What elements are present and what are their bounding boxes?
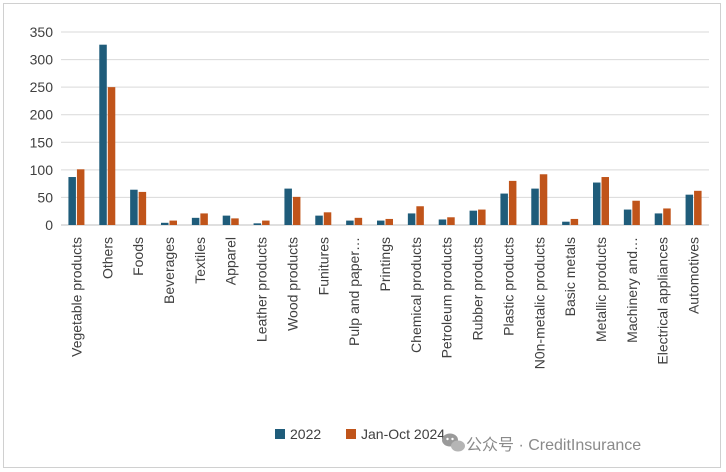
x-tick-label: Others [99, 237, 115, 279]
bar-2022 [130, 189, 138, 225]
x-tick-label: Leather products [254, 237, 270, 342]
x-tick-label: Foods [130, 237, 146, 276]
bar-jan-oct-2024 [107, 87, 116, 226]
bar-jan-oct-2024 [385, 218, 393, 225]
bar-jan-oct-2024 [262, 220, 270, 225]
legend-label-2022: 2022 [290, 426, 321, 442]
bar-chart: 0 50 100 150 200 250 300 350 Vegetable products… [30, 24, 709, 454]
bar-jan-oct-2024 [416, 206, 424, 225]
bars [68, 44, 702, 226]
bar-jan-oct-2024 [200, 213, 208, 225]
x-tick-label: Basic metals [562, 237, 578, 316]
bar-jan-oct-2024 [539, 174, 548, 225]
bar-2022 [161, 222, 169, 225]
bar-2022 [253, 223, 262, 225]
chart-frame: 0 50 100 150 200 250 300 350 Vegetable products… [3, 3, 721, 468]
gridlines [61, 31, 709, 226]
wechat-icon [442, 433, 465, 452]
watermark: 公众号 · CreditInsurance [442, 433, 641, 454]
bar-2022 [438, 219, 447, 225]
bar-jan-oct-2024 [292, 196, 301, 225]
y-tick-label: 50 [37, 189, 53, 205]
bar-jan-oct-2024 [323, 212, 332, 225]
watermark-text: 公众号 · CreditInsurance [466, 436, 641, 454]
bar-2022 [284, 188, 292, 225]
bar-2022 [623, 209, 632, 225]
y-tick-label: 200 [30, 107, 54, 123]
bar-2022 [377, 220, 385, 225]
bar-jan-oct-2024 [508, 180, 517, 225]
x-tick-label: Funitures [315, 237, 331, 295]
x-axis-ticks: Vegetable products Others Foods Beverages Te… [68, 237, 701, 369]
bar-jan-oct-2024 [663, 208, 671, 225]
bar-2022 [593, 182, 601, 225]
bar-2022 [315, 215, 323, 225]
bar-jan-oct-2024 [169, 220, 177, 225]
bar-jan-oct-2024 [694, 190, 702, 225]
x-tick-label: Electrical appliances [655, 237, 671, 365]
x-tick-label: Metallic products [593, 237, 609, 342]
bar-jan-oct-2024 [138, 191, 147, 225]
x-tick-label: N0n-metalic products [531, 237, 547, 369]
x-tick-label: Chemical products [408, 237, 424, 353]
bar-2022 [469, 210, 478, 225]
x-tick-label: Beverages [161, 237, 177, 304]
bar-2022 [407, 213, 416, 225]
x-tick-label: Pulp and paper… [346, 237, 362, 346]
y-tick-label: 250 [30, 79, 54, 95]
bar-2022 [531, 188, 539, 225]
x-tick-label: Rubber products [470, 237, 486, 341]
x-tick-label: Automotives [686, 237, 702, 314]
x-tick-label: Textiles [192, 237, 208, 284]
bar-jan-oct-2024 [570, 218, 579, 225]
bar-jan-oct-2024 [354, 217, 363, 225]
legend-swatch-2022 [275, 429, 285, 439]
legend: 2022 Jan-Oct 2024 [275, 426, 445, 442]
y-tick-label: 0 [45, 217, 53, 233]
y-tick-label: 100 [30, 162, 54, 178]
bar-jan-oct-2024 [76, 169, 85, 225]
x-tick-label: Machinery and… [624, 237, 640, 343]
x-tick-label: Wood products [284, 237, 300, 331]
bar-2022 [222, 215, 231, 225]
bar-2022 [500, 193, 508, 225]
bar-2022 [562, 221, 570, 225]
x-tick-label: Printings [377, 237, 393, 291]
bar-jan-oct-2024 [632, 200, 640, 225]
bar-2022 [685, 194, 694, 225]
y-axis-ticks: 0 50 100 150 200 250 300 350 [30, 24, 54, 233]
y-tick-label: 300 [30, 52, 54, 68]
y-tick-label: 150 [30, 134, 54, 150]
x-tick-label: Apparel [223, 237, 239, 285]
bar-2022 [191, 217, 200, 225]
bar-jan-oct-2024 [231, 218, 239, 225]
bar-jan-oct-2024 [601, 177, 609, 225]
bar-2022 [346, 220, 354, 225]
bar-2022 [654, 213, 663, 225]
x-tick-label: Vegetable products [68, 237, 84, 357]
x-tick-label: Petroleum products [439, 237, 455, 358]
y-tick-label: 350 [30, 24, 54, 40]
bar-2022 [68, 177, 76, 225]
legend-label-jan-oct-2024: Jan-Oct 2024 [361, 426, 445, 442]
bar-jan-oct-2024 [478, 209, 486, 225]
legend-swatch-jan-oct-2024 [346, 429, 356, 439]
bar-2022 [99, 44, 107, 225]
bar-jan-oct-2024 [447, 217, 455, 225]
x-tick-label: Plastic products [500, 237, 516, 336]
